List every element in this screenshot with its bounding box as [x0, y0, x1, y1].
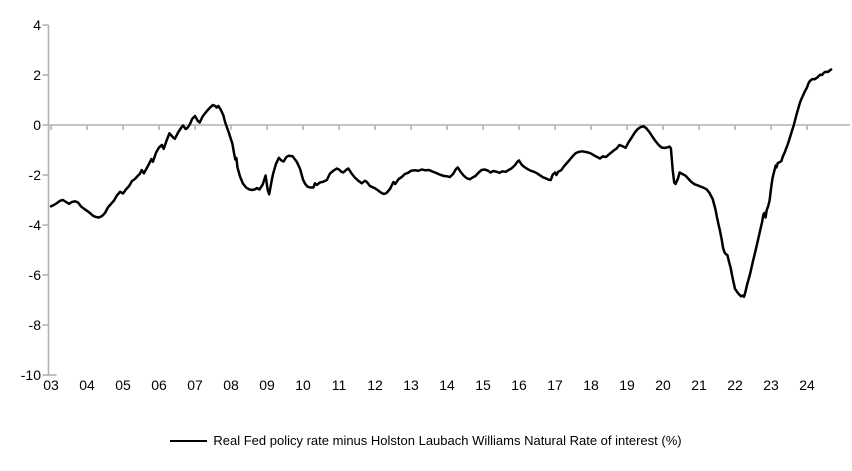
x-axis-tick-label: 22	[727, 377, 743, 393]
x-axis-tick-label: 12	[367, 377, 383, 393]
x-axis-tick-label: 06	[151, 377, 167, 393]
legend-label: Real Fed policy rate minus Holston Lauba…	[213, 433, 682, 448]
y-axis-tick-label: 2	[33, 67, 41, 83]
y-axis-tick-label: -6	[29, 267, 42, 283]
x-axis-tick-label: 16	[511, 377, 527, 393]
x-axis-tick-label: 21	[691, 377, 707, 393]
x-axis-tick-label: 18	[583, 377, 599, 393]
x-axis-tick-label: 04	[79, 377, 95, 393]
x-axis-tick-label: 14	[439, 377, 455, 393]
y-axis-tick-label: -4	[29, 217, 42, 233]
y-axis-tick-label: -8	[29, 317, 42, 333]
x-axis-tick-label: 09	[259, 377, 275, 393]
y-axis-tick-label: -10	[21, 367, 41, 383]
y-axis-tick-label: 0	[33, 117, 41, 133]
x-axis-tick-label: 05	[115, 377, 131, 393]
x-axis-tick-label: 24	[799, 377, 815, 393]
x-axis-tick-label: 17	[547, 377, 563, 393]
y-axis-tick-label: 4	[33, 17, 41, 33]
x-axis-tick-label: 23	[763, 377, 779, 393]
legend: Real Fed policy rate minus Holston Lauba…	[0, 433, 852, 448]
y-axis-tick-label: -2	[29, 167, 42, 183]
x-axis-tick-label: 08	[223, 377, 239, 393]
x-axis-tick-label: 10	[295, 377, 311, 393]
x-axis-tick-label: 19	[619, 377, 635, 393]
series-line	[49, 68, 833, 299]
axes-layer	[42, 24, 850, 376]
x-axis-tick-label: 11	[332, 377, 347, 393]
series-layer	[49, 68, 833, 299]
x-axis-tick-label: 03	[43, 377, 59, 393]
x-axis-tick-label: 20	[655, 377, 671, 393]
legend-line-swatch	[170, 439, 208, 442]
x-axis-tick-label: 07	[187, 377, 203, 393]
x-axis-tick-label: 15	[475, 377, 491, 393]
x-axis-tick-label: 13	[403, 377, 419, 393]
